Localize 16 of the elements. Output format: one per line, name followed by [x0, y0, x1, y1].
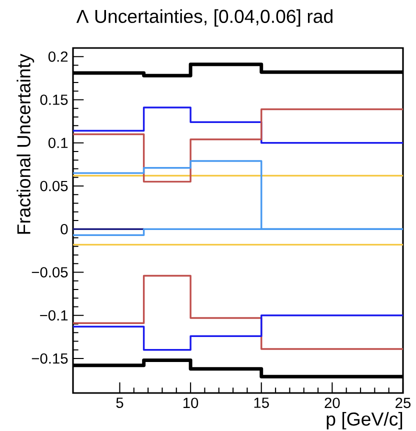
y-tick-label: 0.05 — [40, 180, 68, 192]
x-tick-label: 10 — [184, 398, 198, 408]
y-tick-label: 0.2 — [48, 51, 68, 62]
x-tick-label: 20 — [324, 398, 340, 408]
y-tick-label: 0 — [60, 224, 68, 234]
y-tick-label: −0.15 — [32, 353, 68, 364]
chart-title: Λ Uncertainties, [0.04,0.06] rad — [76, 9, 333, 27]
x-tick-label: 25 — [396, 398, 411, 408]
y-axis-title: Fractional Uncertainty — [16, 54, 34, 234]
x-tick-label: 15 — [254, 398, 270, 408]
x-axis-title: p [GeV/c] — [327, 412, 402, 430]
y-tick-label: −0.1 — [40, 310, 68, 321]
y-tick-label: −0.05 — [32, 267, 68, 278]
y-tick-label: 0.1 — [48, 138, 68, 148]
x-tick-label: 5 — [116, 398, 124, 408]
y-tick-label: 0.15 — [40, 94, 68, 105]
